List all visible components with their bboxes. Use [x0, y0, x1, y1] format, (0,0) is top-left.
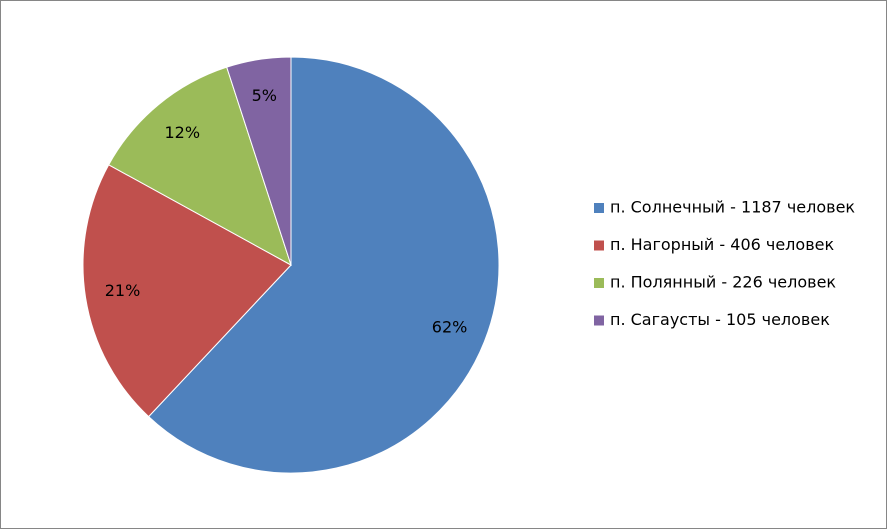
legend-swatch	[594, 278, 604, 288]
pie-slice	[226, 56, 292, 266]
pie-slice	[108, 66, 292, 267]
legend-swatch	[594, 315, 604, 326]
pie-slice	[147, 56, 500, 474]
legend-swatch	[594, 203, 604, 213]
data-label: 5%	[252, 86, 277, 105]
data-label: 12%	[164, 123, 200, 142]
data-label: 62%	[432, 317, 468, 336]
pie-slice	[82, 164, 292, 418]
legend-label: п. Сагаусты - 105 человек	[610, 310, 830, 329]
legend-label: п. Нагорный - 406 человек	[610, 235, 834, 254]
legend-label: п. Полянный - 226 человек	[610, 273, 836, 292]
data-label: 21%	[105, 281, 141, 300]
legend-label: п. Солнечный - 1187 человек	[610, 198, 855, 217]
legend-swatch	[594, 240, 604, 251]
